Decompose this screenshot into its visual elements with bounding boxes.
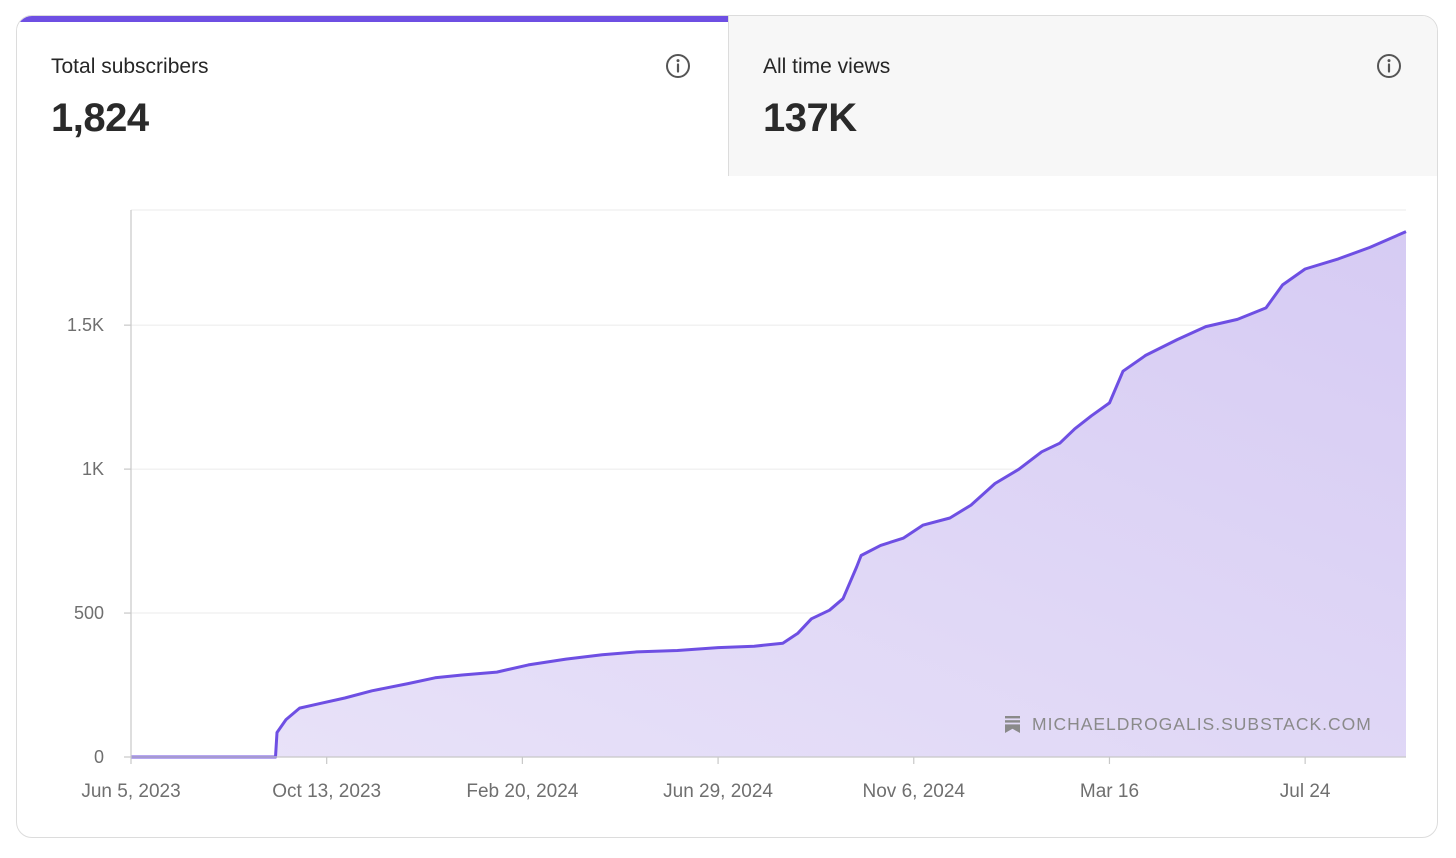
x-tick-label: Mar 16 [1080,781,1139,802]
x-tick-label: Jul 24 [1280,781,1331,802]
subscribers-value: 1,824 [51,96,149,140]
stats-card: 0 500 1K 1.5K Jun 5, 2023 Oct 13, 2023 Feb 20… [16,15,1438,838]
active-tab-indicator [17,16,728,22]
metric-tabs: Total subscribers 1,824 All time views 1… [17,16,1437,176]
x-tick-label: Nov 6, 2024 [863,781,966,802]
x-tick-label: Oct 13, 2023 [272,781,381,802]
info-circle-icon[interactable] [1376,53,1402,79]
y-tick-label: 1K [82,459,104,479]
watermark-text: MICHAELDROGALIS.SUBSTACK.COM [1032,713,1372,734]
tab-all-time-views[interactable]: All time views 137K [729,16,1437,176]
substack-watermark: MICHAELDROGALIS.SUBSTACK.COM [1005,712,1372,736]
y-tick-label: 500 [74,603,104,623]
subscribers-label: Total subscribers [51,55,209,78]
series-area-fill [131,231,1406,758]
x-tick-label: Jun 29, 2024 [663,781,773,802]
substack-logo-icon [1005,715,1020,733]
x-tick-label: Jun 5, 2023 [81,781,180,802]
info-circle-icon[interactable] [665,53,691,79]
y-tick-label: 0 [94,747,104,767]
tab-total-subscribers[interactable]: Total subscribers 1,824 [17,16,729,176]
y-tick-label: 1.5K [67,315,104,335]
views-value: 137K [763,96,857,140]
x-tick-label: Feb 20, 2024 [466,781,578,802]
subscribers-chart: 0 500 1K 1.5K Jun 5, 2023 Oct 13, 2023 Feb 20… [67,209,1407,802]
series-line [131,230,1407,759]
views-label: All time views [763,55,891,78]
